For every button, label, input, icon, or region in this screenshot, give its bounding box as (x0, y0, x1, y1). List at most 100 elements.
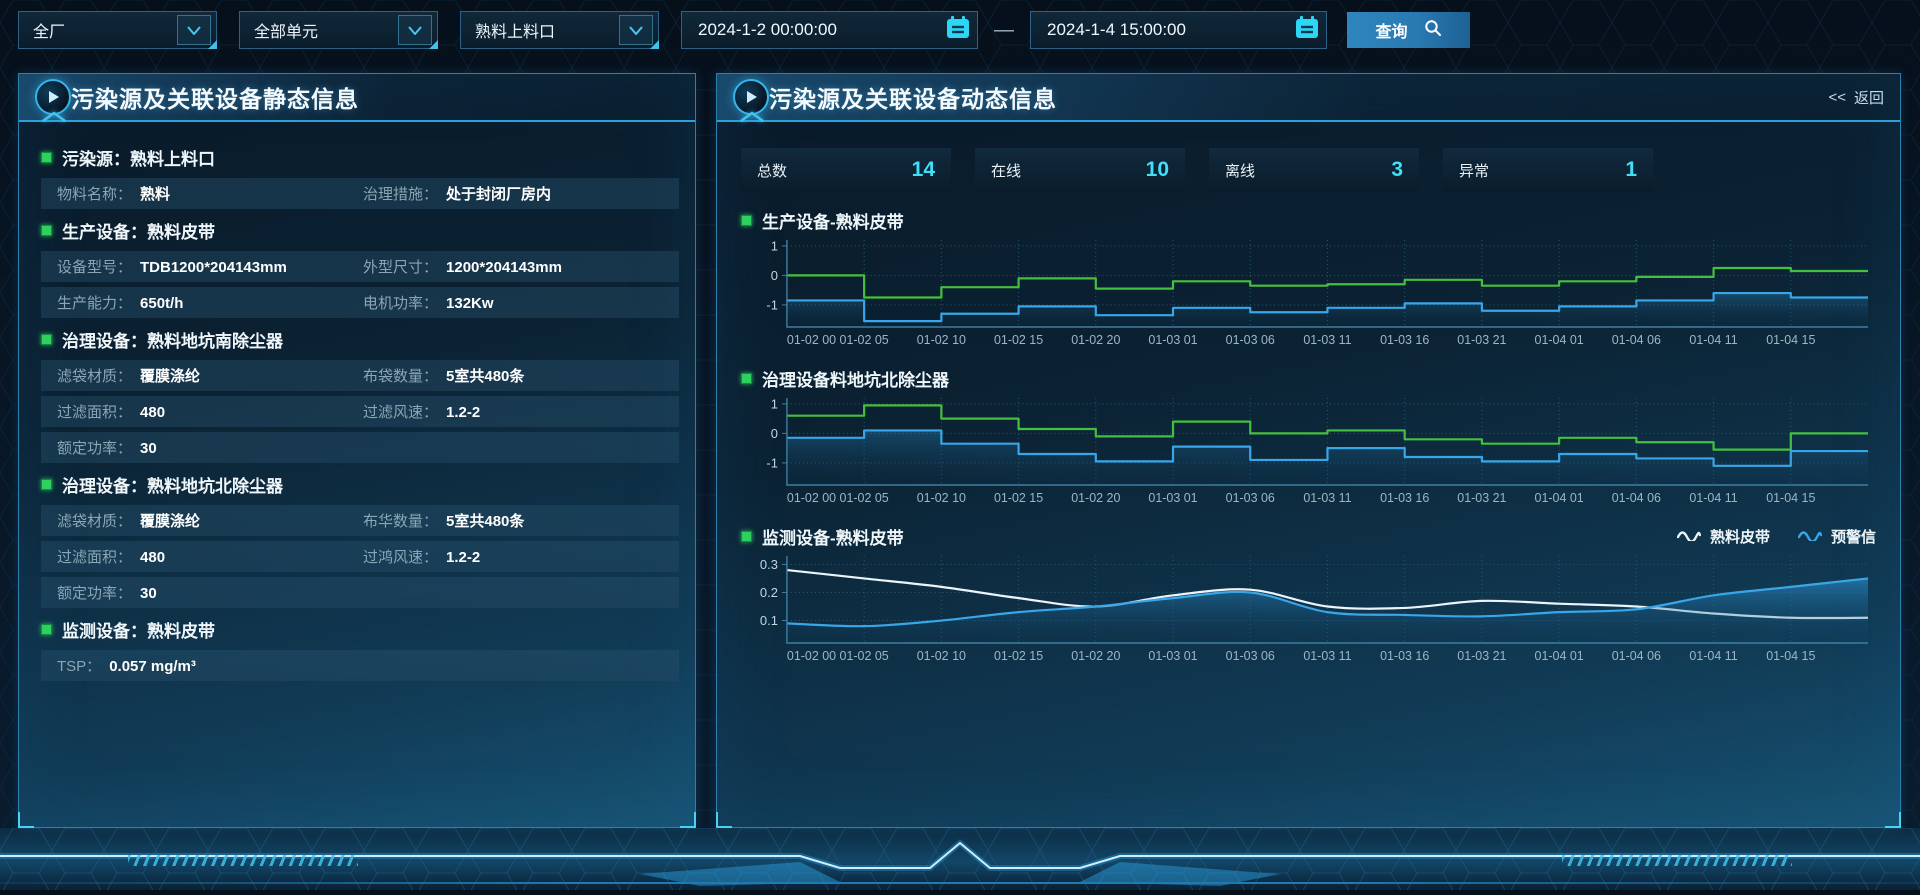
svg-text:1: 1 (771, 396, 778, 411)
chevron-down-icon[interactable] (398, 15, 432, 45)
chart-legend: 熟料皮带 预警信 (1676, 526, 1876, 547)
svg-text:01-04 01: 01-04 01 (1535, 491, 1584, 505)
svg-text:01-02 05: 01-02 05 (840, 491, 889, 505)
svg-text:1: 1 (771, 238, 778, 253)
svg-text:0: 0 (771, 268, 778, 283)
info-field: 过滤面积： 480 (57, 404, 166, 421)
stat-card-2: 离线 3 (1209, 148, 1419, 192)
svg-text:01-03 06: 01-03 06 (1226, 333, 1275, 347)
svg-text:01-02 20: 01-02 20 (1071, 333, 1120, 347)
info-row: 额定功率： 30 (41, 432, 679, 463)
dynamic-info-panel: 污染源及关联设备动态信息 << 返回 总数 14 在线 10 离线 3 异常 1 (716, 73, 1901, 828)
footer-decoration (0, 828, 1920, 890)
stat-label: 异常 (1459, 162, 1490, 180)
corner-accent (716, 812, 732, 828)
svg-text:01-02 10: 01-02 10 (917, 649, 966, 663)
info-field: 过鸿风速： 1.2-2 (363, 549, 481, 566)
query-button[interactable]: 查询 (1347, 12, 1470, 48)
hatch-stripes (128, 855, 358, 866)
hatch-stripes (1562, 855, 1792, 866)
topbar: 全厂 全部单元 熟料上料口 2024-1-2 00:00:00 — 2 (0, 0, 1920, 60)
info-field: 过滤面积： 480 (57, 549, 166, 566)
svg-text:0: 0 (771, 426, 778, 441)
back-label: 返回 (1853, 89, 1884, 107)
green-square-icon (41, 225, 52, 236)
static-panel-title: 污染源及关联设备静态信息 (71, 86, 359, 112)
info-row: 额定功率： 30 (41, 577, 679, 608)
info-field: 物料名称： 熟料 (57, 186, 171, 203)
info-row: TSP： 0.057 mg/m³ (41, 650, 679, 681)
dynamic-panel-title: 污染源及关联设备动态信息 (769, 86, 1057, 112)
info-field: 额定功率： 30 (57, 440, 157, 457)
svg-text:01-03 11: 01-03 11 (1303, 333, 1351, 347)
chevron-down-icon[interactable] (619, 15, 653, 45)
svg-text:01-03 11: 01-03 11 (1303, 491, 1351, 505)
green-square-icon (41, 479, 52, 490)
svg-text:01-04 06: 01-04 06 (1612, 333, 1661, 347)
filter-select-value: 全厂 (33, 24, 66, 41)
filter-select-value: 熟料上料口 (475, 24, 556, 41)
chart-canvas: 0.3 0.2 0.1 01-02 00 01-02 05 01-02 10 01-02 1… (760, 556, 1869, 663)
svg-text:01-04 06: 01-04 06 (1612, 649, 1661, 663)
back-chevrons-icon: << (1828, 88, 1846, 106)
info-field: 滤袋材质： 覆膜涤纶 (57, 368, 201, 385)
svg-text:01-02 00: 01-02 00 (787, 333, 836, 347)
svg-text:01-03 06: 01-03 06 (1226, 649, 1275, 663)
wavy-line-icon (1797, 528, 1823, 545)
green-square-icon (741, 373, 752, 384)
stat-label: 离线 (1225, 162, 1256, 180)
date-to-picker[interactable]: 2024-1-4 15:00:00 (1030, 11, 1327, 49)
filter-select-value: 全部单元 (254, 24, 319, 41)
svg-text:0.3: 0.3 (760, 557, 778, 572)
svg-text:01-03 11: 01-03 11 (1303, 649, 1351, 663)
section-title: 治理设备：熟料地坑北除尘器 (41, 472, 679, 497)
caret-up-icon (41, 109, 67, 127)
info-field: 额定功率： 30 (57, 585, 157, 602)
date-from-picker[interactable]: 2024-1-2 00:00:00 (681, 11, 978, 49)
stat-label: 在线 (991, 162, 1022, 180)
filter-select-1[interactable]: 全部单元 (239, 11, 438, 49)
svg-text:01-03 01: 01-03 01 (1148, 649, 1197, 663)
calendar-icon[interactable] (1293, 14, 1321, 47)
filter-select-0[interactable]: 全厂 (18, 11, 217, 49)
section-title: 污染源：熟料上料口 (41, 145, 679, 170)
search-icon (1424, 19, 1442, 42)
svg-text:-1: -1 (766, 455, 778, 470)
legend-item[interactable]: 预警信 (1797, 526, 1876, 547)
filter-selects: 全厂 全部单元 熟料上料口 (18, 11, 659, 49)
svg-text:01-04 11: 01-04 11 (1689, 333, 1737, 347)
svg-text:01-02 10: 01-02 10 (917, 333, 966, 347)
info-field: 电机功率： 132Kw (363, 295, 494, 312)
svg-text:01-04 11: 01-04 11 (1689, 649, 1737, 663)
svg-text:01-03 16: 01-03 16 (1380, 649, 1429, 663)
filter-select-2[interactable]: 熟料上料口 (460, 11, 659, 49)
info-row: 设备型号： TDB1200*204143mm 外型尺寸： 1200*204143mm (41, 251, 679, 282)
chevron-down-icon[interactable] (177, 15, 211, 45)
info-field: 滤袋材质： 覆膜涤纶 (57, 513, 201, 530)
info-row: 过滤面积： 480 过滤风速： 1.2-2 (41, 396, 679, 427)
corner-accent (680, 812, 696, 828)
info-row: 过滤面积： 480 过鸿风速： 1.2-2 (41, 541, 679, 572)
date-to-value: 2024-1-4 15:00:00 (1047, 20, 1186, 39)
svg-text:01-03 01: 01-03 01 (1148, 491, 1197, 505)
svg-text:01-02 05: 01-02 05 (840, 333, 889, 347)
chart-section-0: 生产设备-熟料皮带 1 0 -1 01-02 00 01-02 05 01-02 10 01… (741, 208, 1876, 353)
info-row: 滤袋材质： 覆膜涤纶 布华数量： 5室共480条 (41, 505, 679, 536)
corner-accent (18, 812, 34, 828)
svg-text:0.2: 0.2 (760, 585, 778, 600)
corner-accent (1885, 812, 1901, 828)
chart-title: 生产设备-熟料皮带 (762, 213, 904, 232)
stat-card-0: 总数 14 (741, 148, 951, 192)
stat-value: 10 (1145, 158, 1169, 181)
chart-title: 监测设备-熟料皮带 (762, 529, 904, 548)
info-field: TSP： 0.057 mg/m³ (57, 658, 196, 675)
date-from-value: 2024-1-2 00:00:00 (698, 20, 837, 39)
legend-item[interactable]: 熟料皮带 (1676, 526, 1770, 547)
section-title: 监测设备：熟料皮带 (41, 617, 679, 642)
chart-header: 治理设备料地坑北除尘器 (741, 366, 1876, 391)
calendar-icon[interactable] (944, 14, 972, 47)
charts-area: 生产设备-熟料皮带 1 0 -1 01-02 00 01-02 05 01-02 10 01… (741, 208, 1876, 669)
svg-text:01-03 21: 01-03 21 (1457, 649, 1506, 663)
info-field: 布袋数量： 5室共480条 (363, 368, 525, 385)
back-button[interactable]: << 返回 (1828, 87, 1884, 108)
